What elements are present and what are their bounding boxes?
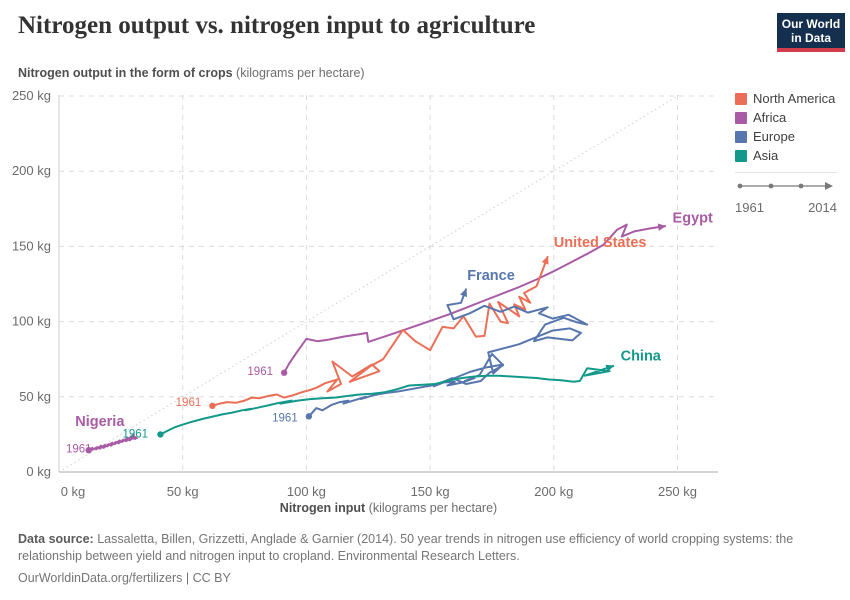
source-text: Lassaletta, Billen, Grizzetti, Anglade &… [18,532,794,563]
series-year-label-egypt: 1961 [247,366,273,378]
legend-item-north-america[interactable]: North America [735,92,847,105]
x-axis-title-bold: Nitrogen input [279,501,366,515]
series-year-label-france: 1961 [272,413,298,425]
legend-swatch-africa [735,111,747,124]
timeline-end-year: 2014 [808,200,837,215]
legend-item-asia[interactable]: Asia [735,149,847,162]
series-year-label-nigeria: 1961 [66,443,92,455]
legend-swatch-europe [735,130,747,143]
series-united-states: 1961 United States [176,235,647,410]
series-start-dot-china [157,431,164,438]
x-tick-label-50: 50 kg [167,484,199,499]
y-tick-label-0: 0 kg [26,464,51,479]
series-france: 1961 France [272,268,589,425]
timeline-dot-mid1[interactable] [768,183,774,189]
series-name-label-united-states: United States [554,235,647,251]
y-tick-label-150: 150 kg [12,238,51,253]
legend-item-europe[interactable]: Europe [735,130,847,143]
series-line-nigeria[interactable] [87,432,138,452]
page-title: Nitrogen output vs. nitrogen input to ag… [18,12,536,39]
series-name-label-france: France [467,268,515,284]
series-name-label-china: China [621,349,662,365]
timeline-dot-start[interactable] [737,183,743,189]
legend-label-asia: Asia [753,148,779,163]
series-start-dot-united-states [209,402,216,410]
series-year-label-united-states: 1961 [176,397,202,409]
series-china: 1961 China [122,349,661,441]
owid-logo-line1: Our World [781,17,841,31]
identity-reference-line [58,94,679,473]
y-tick-label-200: 200 kg [12,163,51,178]
x-axis-title-unit: (kilograms per hectare) [365,501,498,515]
y-axis-title-unit: (kilograms per hectare) [232,66,365,80]
tick-labels: 0 kg 50 kg 100 kg 150 kg 200 kg 250 kg 0 kg 50 … [12,88,697,499]
owid-logo-line2: in Data [790,31,831,45]
legend: North America Africa Europe Asia [735,92,847,168]
y-tick-label-250: 250 kg [12,88,51,103]
legend-label-africa: Africa [753,110,787,125]
x-tick-label-250: 250 kg [658,484,697,499]
y-tick-label-100: 100 kg [12,314,51,329]
gridlines [58,95,718,473]
source-label: Data source: [18,532,94,546]
footer-url-line[interactable]: OurWorldinData.org/fertilizers | CC BY [18,571,231,585]
series-start-dot-egypt [280,369,288,376]
series-nigeria: 1961 Nigeria [66,414,138,455]
series-start-dot-france [305,413,313,420]
timeline-start-year: 1961 [735,200,764,215]
series-line-china[interactable] [159,364,615,436]
series-year-label-china: 1961 [122,428,148,440]
footer: Data source: Lassaletta, Billen, Grizzet… [18,531,834,587]
legend-label-north-america: North America [753,91,836,106]
timeline-arrow[interactable] [735,179,837,193]
timeline-dot-mid2[interactable] [798,183,804,189]
timeline-arrowhead-icon [825,182,833,190]
y-axis-title: Nitrogen output in the form of crops (ki… [18,66,365,80]
legend-label-europe: Europe [753,129,795,144]
timeline-control[interactable]: 1961 2014 [735,172,837,215]
series-start-dot-nigeria [85,446,92,454]
series-name-label-nigeria: Nigeria [75,414,125,430]
x-tick-label-200: 200 kg [534,484,573,499]
source-note: Data source: Lassaletta, Billen, Grizzet… [18,531,834,565]
series-name-label-egypt: Egypt [673,210,713,226]
y-tick-label-50: 50 kg [19,389,51,404]
y-axis-title-bold: Nitrogen output in the form of crops [18,66,233,80]
series-line-egypt[interactable] [283,223,667,374]
legend-swatch-north-america [735,92,747,105]
x-tick-label-150: 150 kg [411,484,450,499]
x-axis-title: Nitrogen input (kilograms per hectare) [59,501,718,515]
series-egypt: 1961 Egypt [247,210,713,378]
series-line-france[interactable] [307,288,589,418]
series-line-united-states[interactable] [211,255,549,407]
x-tick-label-100: 100 kg [287,484,326,499]
owid-logo: Our World in Data [777,13,845,52]
x-tick-label-0: 0 kg [61,484,86,499]
legend-item-africa[interactable]: Africa [735,111,847,124]
legend-swatch-asia [735,149,747,162]
